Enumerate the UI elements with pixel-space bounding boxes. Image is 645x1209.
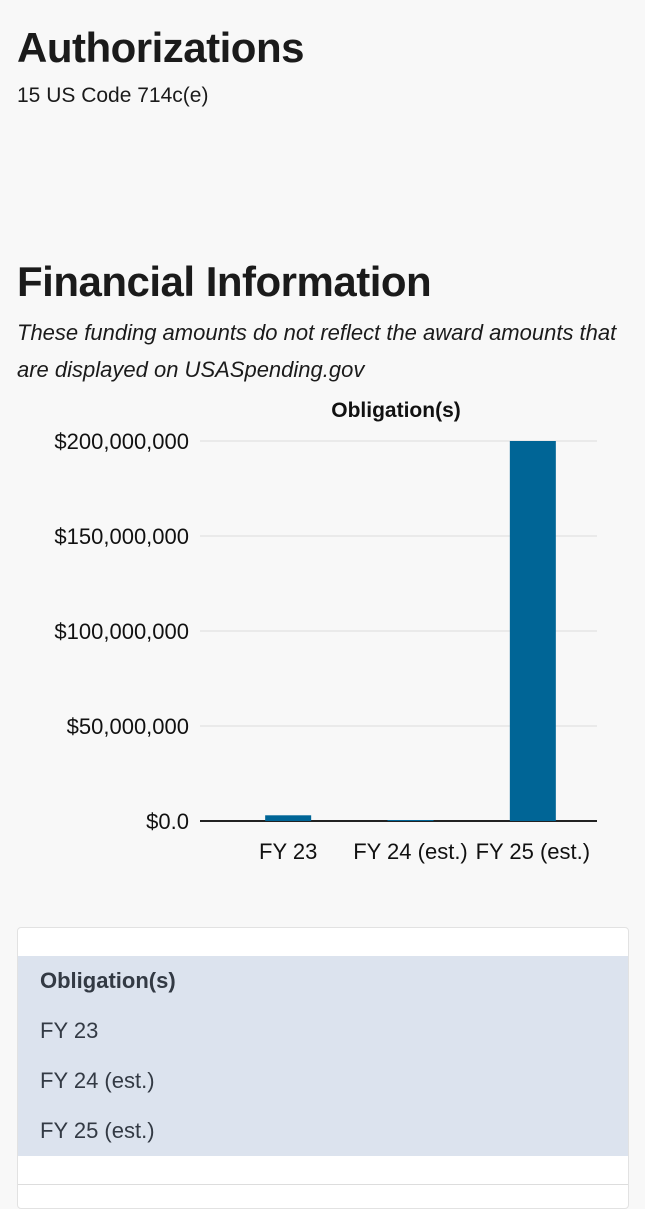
y-tick-label: $150,000,000	[54, 524, 189, 549]
y-tick-label: $100,000,000	[54, 619, 189, 644]
bar	[509, 441, 556, 821]
table-header: Obligation(s)	[40, 968, 176, 993]
obligations-chart: Obligation(s) $0.0 $50,000,000 $100,000,00…	[54, 399, 597, 864]
y-tick-label: $50,000,000	[67, 714, 189, 739]
bar	[387, 820, 434, 821]
table-row: FY 25 (est.)	[40, 1118, 155, 1143]
financial-information-heading: Financial Information	[17, 258, 432, 305]
x-tick-label: FY 25 (est.)	[476, 839, 591, 864]
divider	[18, 1184, 628, 1185]
x-tick-label: FY 23	[259, 839, 317, 864]
data-table: Obligation(s) FY 23 FY 24 (est.) FY 25 (…	[18, 956, 628, 1156]
financial-note: These funding amounts do not reflect the…	[17, 320, 617, 382]
chart-title: Obligation(s)	[331, 399, 461, 422]
authorizations-heading: Authorizations	[17, 24, 304, 71]
y-tick-label: $0.0	[146, 809, 189, 834]
bar	[265, 815, 312, 821]
table-row: FY 23	[40, 1018, 99, 1043]
x-tick-label: FY 24 (est.)	[353, 839, 468, 864]
authorization-code: 15 US Code 714c(e)	[17, 84, 209, 107]
data-table-card: Obligation(s) FY 23 FY 24 (est.) FY 25 (…	[17, 927, 629, 1209]
table-row: FY 24 (est.)	[40, 1068, 155, 1093]
y-tick-label: $200,000,000	[54, 429, 189, 454]
